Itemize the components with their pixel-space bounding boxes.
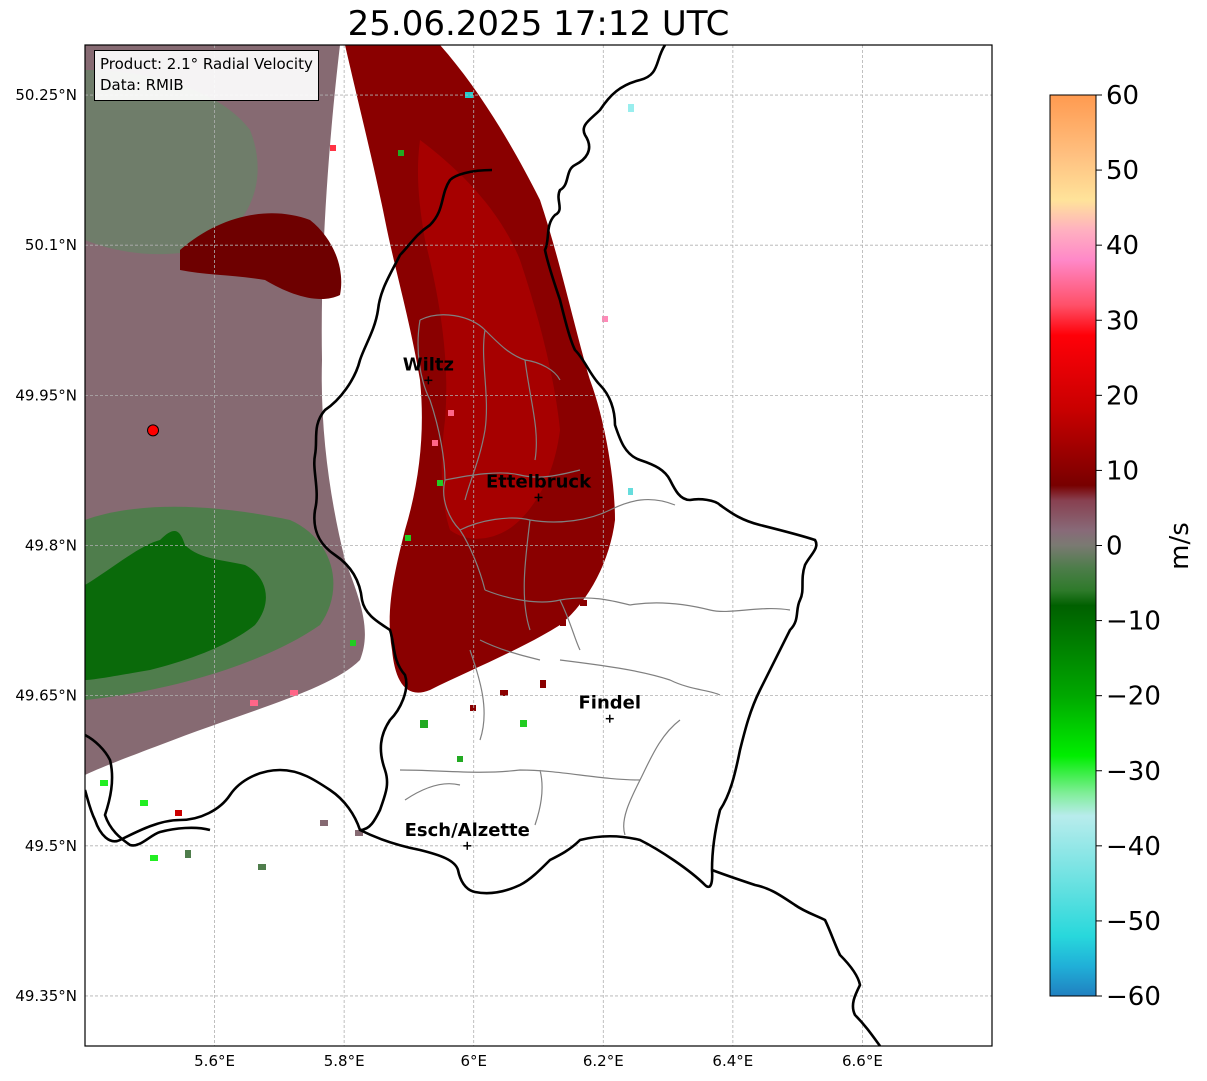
- colorbar: 60 50 40 30 20 10 0 −10 −20 −30 −40 −50 −60 m/s: [1049, 81, 1195, 1012]
- product-label: Product: 2.1° Radial Velocity: [100, 55, 313, 73]
- city-wiltz: Wiltz: [403, 354, 454, 385]
- city-label: Findel: [578, 693, 641, 714]
- lon-tick-label: 5.8°E: [324, 1052, 365, 1070]
- country-border-west: [313, 168, 493, 832]
- velocity-region-negative: [85, 530, 266, 680]
- colorbar-tick-label: 20: [1106, 381, 1139, 411]
- lon-tick-label: 6°E: [460, 1052, 487, 1070]
- city-label: Ettelbruck: [486, 471, 592, 492]
- city-ettelbruck: Ettelbruck: [486, 471, 592, 502]
- colorbar-tick-label: −30: [1106, 757, 1161, 787]
- colorbar-tick-label: 10: [1106, 456, 1139, 486]
- plot-frame: [84, 44, 993, 1047]
- lat-tick-label: 49.65°N: [15, 687, 77, 705]
- radar-site-marker: [147, 424, 160, 437]
- colorbar-tick-label: −10: [1106, 607, 1161, 637]
- data-source-label: Data: RMIB: [100, 76, 184, 94]
- axis-ticks: 5.6°E 5.8°E 6°E 6.2°E 6.4°E 6.6°E 50.25°N 50.1°…: [15, 86, 883, 1070]
- lat-tick-label: 49.95°N: [15, 386, 77, 404]
- colorbar-ticks: 60 50 40 30 20 10 0 −10 −20 −30 −40 −50 −60: [1096, 81, 1161, 1012]
- map-title: 25.06.2025 17:12 UTC: [347, 4, 730, 44]
- colorbar-tick-label: 60: [1106, 81, 1139, 111]
- colorbar-tick-label: 40: [1106, 231, 1139, 261]
- colorbar-tick-label: −40: [1106, 832, 1161, 862]
- country-border-sw: [85, 733, 211, 847]
- colorbar-tick-label: 30: [1106, 306, 1139, 336]
- borders: [85, 45, 882, 1046]
- city-label: Esch/Alzette: [405, 820, 530, 841]
- city-findel: Findel: [578, 693, 641, 723]
- lat-tick-label: 50.1°N: [25, 236, 77, 254]
- colorbar-tick-label: 0: [1106, 532, 1123, 562]
- commune-borders: [399, 314, 791, 836]
- lon-tick-label: 6.2°E: [583, 1052, 624, 1070]
- city-label: Wiltz: [403, 354, 454, 375]
- colorbar-unit-label: m/s: [1165, 522, 1195, 570]
- colorbar-tick-label: −60: [1106, 982, 1161, 1012]
- country-border-east: [711, 868, 882, 1046]
- city-esch-alzette: Esch/Alzette: [405, 820, 530, 850]
- lon-tick-label: 6.6°E: [842, 1052, 883, 1070]
- velocity-region-positive-core: [417, 140, 560, 539]
- lon-tick-label: 5.6°E: [194, 1052, 235, 1070]
- colorbar-tick-label: −20: [1106, 682, 1161, 712]
- lat-tick-label: 49.5°N: [25, 837, 77, 855]
- lat-tick-label: 49.35°N: [15, 987, 77, 1005]
- velocity-field: [85, 45, 634, 870]
- velocity-region-positive-west: [180, 213, 342, 300]
- lon-tick-label: 6.4°E: [712, 1052, 753, 1070]
- lat-tick-label: 50.25°N: [15, 86, 77, 104]
- velocity-clutter: [100, 92, 634, 870]
- city-labels: Wiltz Ettelbruck Findel Esch/Alzette: [403, 354, 641, 850]
- country-border: [85, 45, 818, 895]
- lat-tick-label: 49.8°N: [25, 537, 77, 555]
- colorbar-tick-label: −50: [1106, 907, 1161, 937]
- colorbar-gradient: [1049, 94, 1097, 997]
- product-info-box: Product: 2.1° Radial Velocity Data: RMIB: [94, 50, 319, 101]
- colorbar-tick-label: 50: [1106, 156, 1139, 186]
